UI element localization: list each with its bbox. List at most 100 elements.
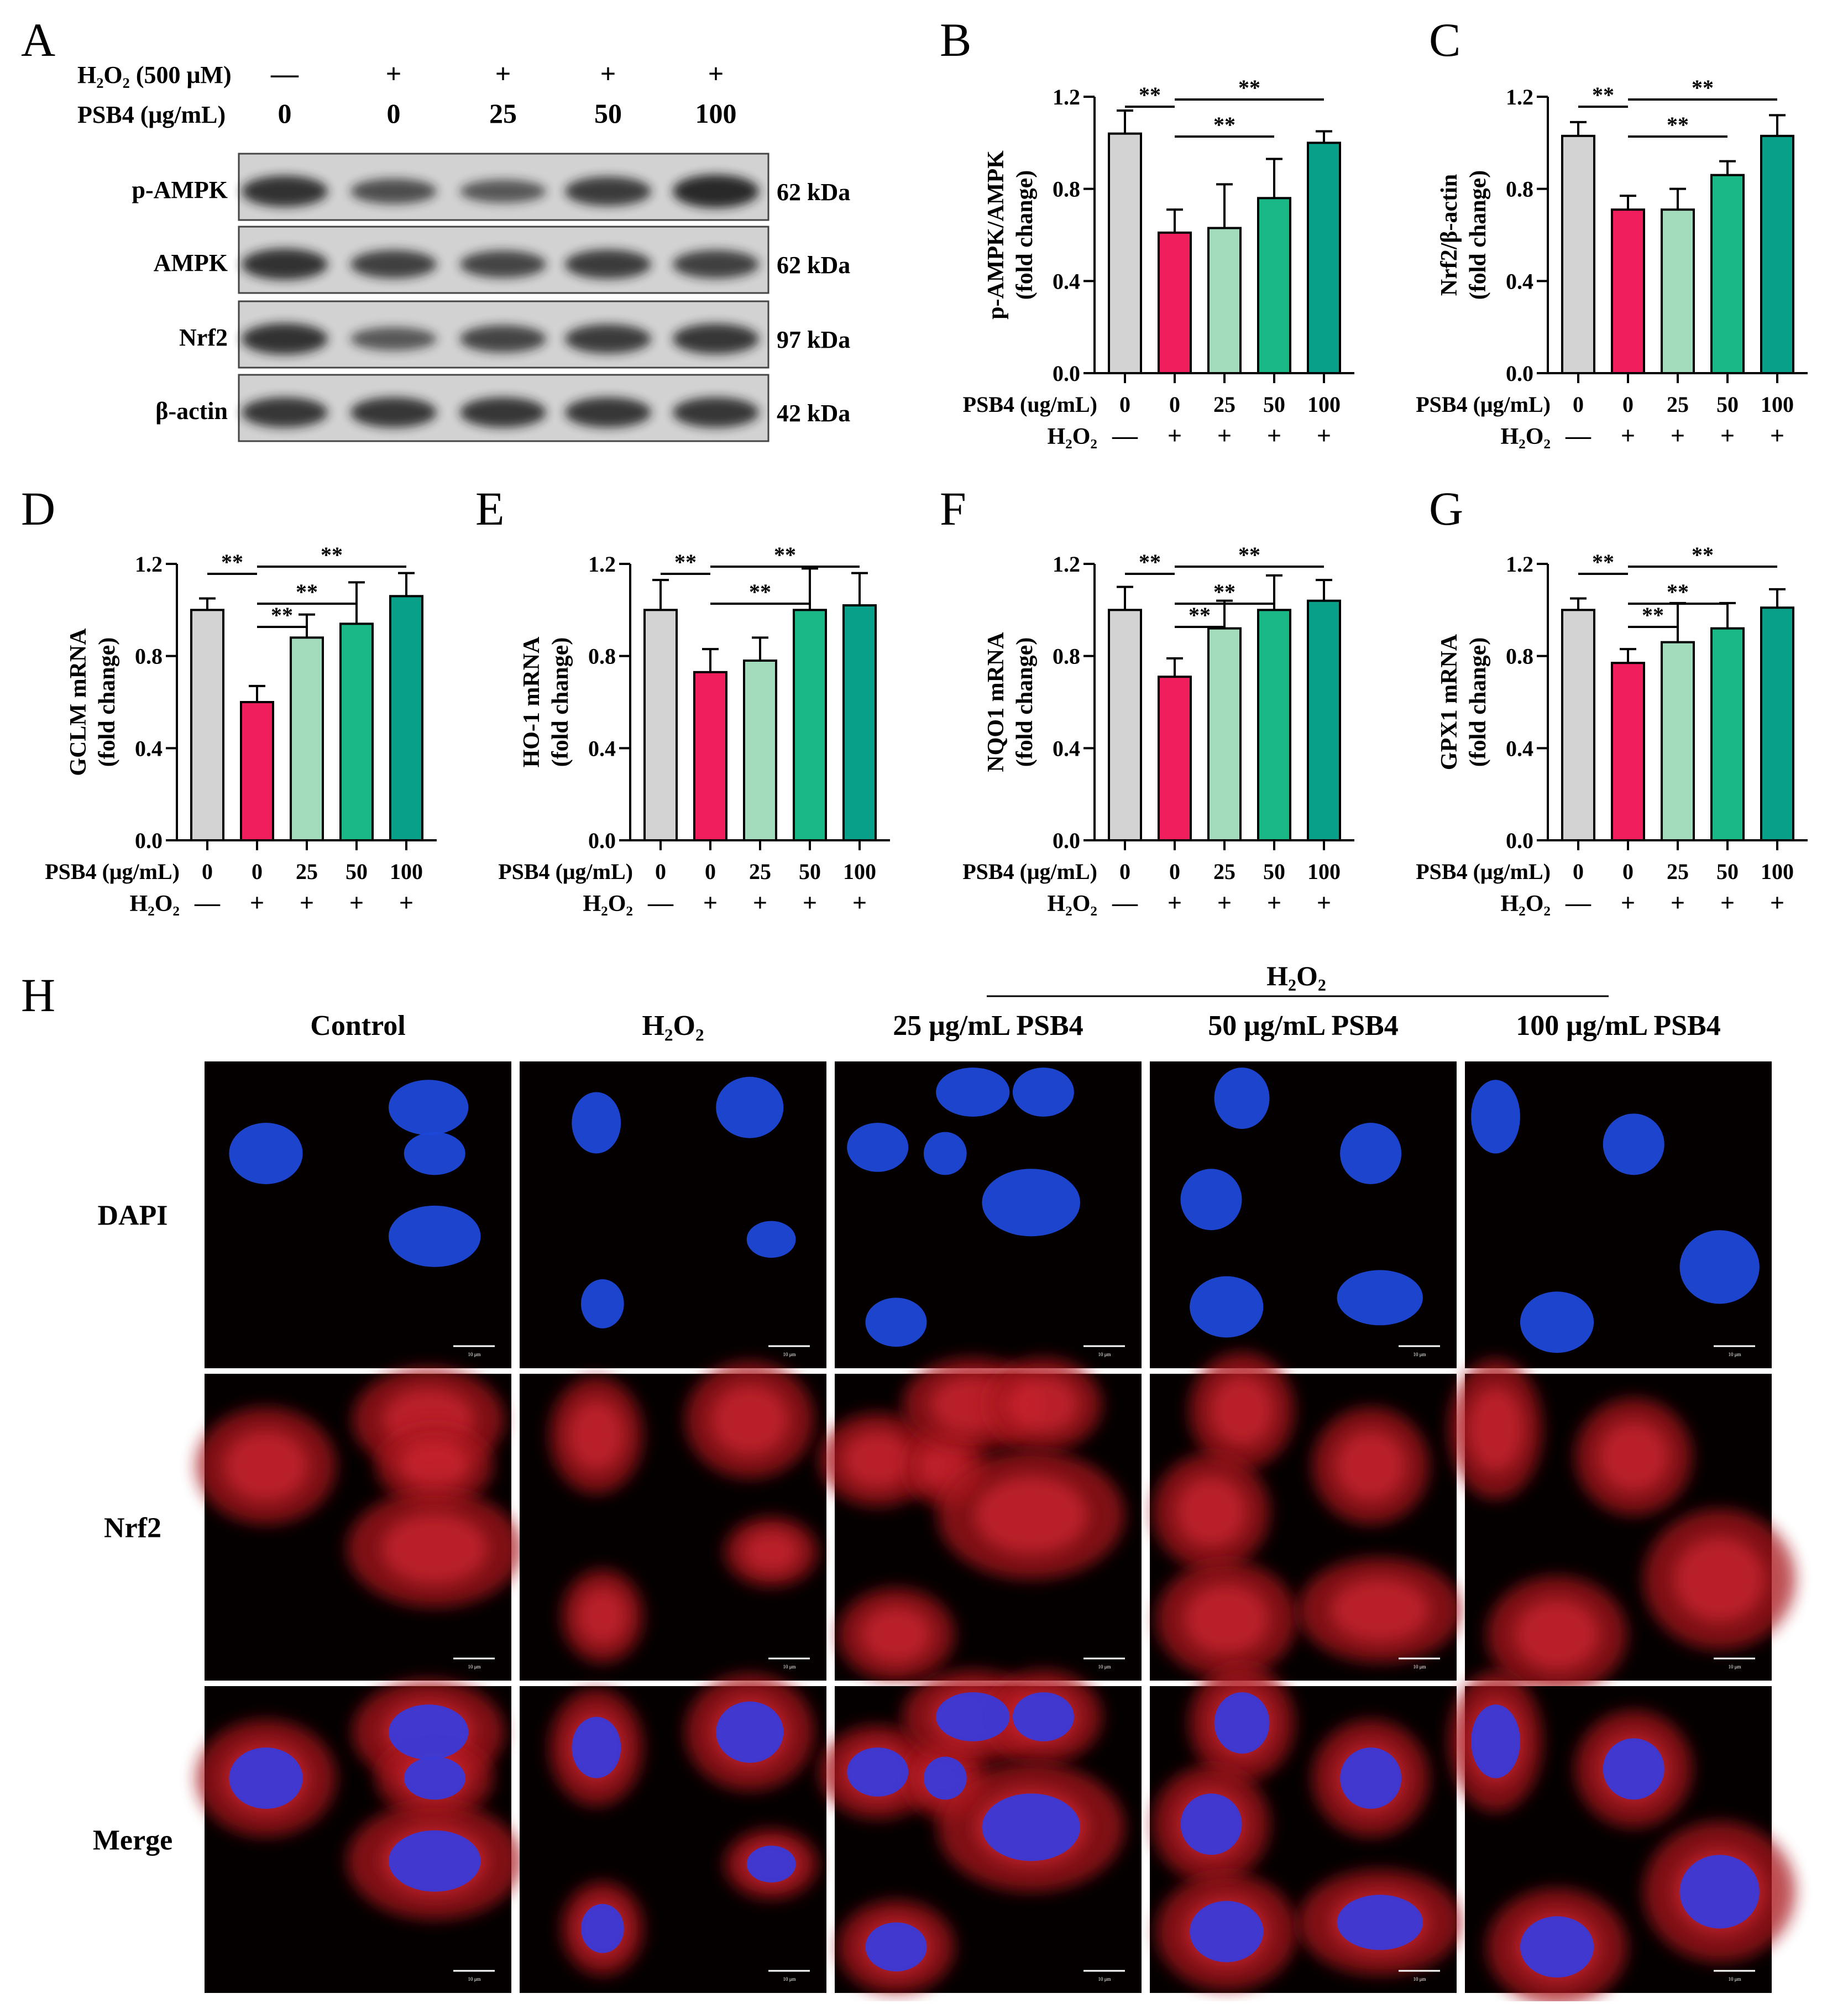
nucleus (1340, 1747, 1402, 1809)
x-axis-label-psb4: PSB4 (ug/mL) (963, 392, 1097, 417)
panel-letter-d: D (21, 482, 56, 535)
nrf2-signal (1184, 1584, 1269, 1655)
y-axis-label-line2: (fold change) (1012, 170, 1038, 300)
x-tick-label-psb4: 0 (1119, 859, 1130, 884)
bar (1257, 609, 1291, 841)
y-tick-label: 1.2 (1506, 85, 1533, 109)
y-axis-label: GCLM mRNA (fold change) (66, 628, 120, 776)
nrf2-signal (1176, 1476, 1247, 1547)
micrograph: 10 μm (835, 1061, 1142, 1368)
scale-bar-label: 10 μm (783, 1352, 795, 1357)
wb-band (460, 325, 546, 353)
x-tick-label-psb4: 0 (1169, 392, 1180, 417)
nrf2-signal (1210, 1375, 1274, 1446)
x-tick-label-h2o2: — (194, 888, 221, 917)
x-axis-label-psb4: PSB4 (μg/mL) (1416, 392, 1551, 417)
bar (1207, 227, 1242, 374)
nucleus (746, 1845, 796, 1883)
nucleus (581, 1904, 624, 1953)
scale-bar-label: 10 μm (468, 1664, 480, 1670)
nucleus (1337, 1270, 1423, 1326)
nucleus (1012, 1692, 1074, 1741)
nucleus (1180, 1793, 1242, 1855)
x-tick-label-psb4: 25 (1667, 392, 1689, 417)
wb-band-size: 62 kDa (777, 179, 850, 206)
x-tick-label-psb4: 100 (843, 859, 876, 884)
wb-band (460, 179, 546, 203)
x-tick-label-psb4: 50 (1263, 392, 1285, 417)
nrf2-signal (1330, 1578, 1430, 1642)
significance-label: ** (1139, 550, 1161, 574)
x-tick-label-h2o2: — (1565, 888, 1592, 917)
scale-bar-label: 10 μm (1413, 1664, 1426, 1670)
y-tick-label: 0.0 (135, 828, 163, 853)
wb-treatment-value: 0 (278, 98, 292, 129)
y-tick-label: 0.8 (1506, 644, 1533, 669)
panel-letter-e: E (475, 482, 505, 535)
scale-bar-label: 10 μm (1413, 1976, 1426, 1982)
nrf2-signal (861, 1606, 931, 1663)
significance-label: ** (1213, 579, 1236, 604)
wb-band (242, 323, 328, 355)
wb-band (673, 174, 759, 208)
micrograph: 10 μm (1150, 1352, 1462, 1681)
wb-band-size: 42 kDa (777, 400, 850, 427)
x-tick-label-h2o2: — (1112, 421, 1138, 449)
x-tick-label-h2o2: + (803, 888, 817, 917)
bar (693, 671, 727, 841)
bar (240, 701, 274, 841)
wb-treatment-value: + (386, 58, 402, 89)
row-label: DAPI (97, 1200, 167, 1232)
x-tick-label-h2o2: + (1317, 888, 1331, 917)
nucleus (923, 1756, 967, 1800)
y-axis-label: NQO1 mRNA (fold change) (983, 632, 1038, 772)
nucleus (1337, 1895, 1423, 1950)
x-tick-label-h2o2: + (250, 888, 264, 917)
nucleus (1012, 1068, 1074, 1117)
y-tick-label: 0.4 (588, 736, 616, 761)
bar (643, 609, 678, 841)
significance-label: ** (1238, 542, 1260, 567)
wb-band (565, 249, 651, 279)
wb-band-size: 62 kDa (777, 252, 850, 279)
y-tick-label: 1.2 (135, 552, 163, 577)
significance-label: ** (1692, 75, 1714, 100)
wb-band (565, 397, 651, 428)
x-tick-label-h2o2: + (1317, 421, 1331, 449)
scale-bar-label: 10 μm (468, 1976, 480, 1982)
nucleus (847, 1747, 909, 1797)
y-tick-label: 1.2 (1506, 552, 1533, 577)
bar (1158, 231, 1192, 375)
micrograph: 10 μm (1150, 1061, 1457, 1368)
wb-treatment-label: PSB4 (μg/mL) (77, 101, 226, 128)
micrograph: 10 μm (196, 1367, 522, 1681)
x-tick-label-psb4: 0 (655, 859, 666, 884)
x-axis-label-h2o2: H₂O₂ (1500, 424, 1551, 449)
x-tick-label-h2o2: + (1217, 421, 1232, 449)
scale-bar-label: 10 μm (1413, 1352, 1426, 1357)
x-tick-label-h2o2: + (1720, 421, 1735, 449)
nucleus (229, 1747, 303, 1809)
x-tick-label-psb4: 50 (1263, 859, 1285, 884)
x-tick-label-h2o2: + (1217, 888, 1232, 917)
y-tick-label: 0.8 (135, 644, 163, 669)
nucleus (1190, 1901, 1264, 1963)
nrf2-signal (223, 1430, 308, 1501)
x-tick-label-psb4: 0 (252, 859, 263, 884)
bar (1108, 132, 1142, 375)
significance-label: ** (774, 542, 796, 567)
y-axis-label: p-AMPK/AMPK (fold change) (983, 150, 1038, 320)
x-tick-label-psb4: 0 (1573, 859, 1584, 884)
x-tick-label-h2o2: + (1770, 421, 1784, 449)
immunofluorescence-panel: H₂O₂ Control H₂O₂ 25 μg/mL PSB4 50 μg/mL PSB… (93, 960, 1795, 2001)
wb-treatment-label: H₂O₂ (500 μM) (77, 61, 232, 88)
y-tick-label: 0.4 (1506, 269, 1533, 294)
significance-label: ** (1238, 75, 1260, 100)
x-tick-label-h2o2: — (1565, 421, 1592, 449)
wb-treatment-value: 0 (387, 98, 401, 129)
nrf2-signal (1514, 1599, 1600, 1670)
nrf2-signal (1673, 1537, 1766, 1622)
x-tick-label-h2o2: + (349, 888, 364, 917)
nrf2-signal (381, 1513, 488, 1584)
micrograph: 10 μm (819, 1358, 1142, 1682)
